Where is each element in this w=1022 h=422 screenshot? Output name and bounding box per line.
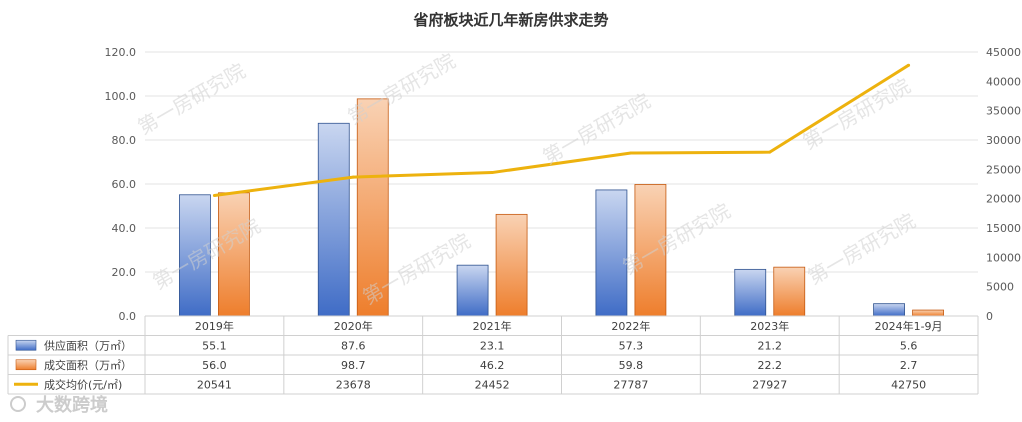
sales-bar (773, 266, 806, 317)
bar-series (179, 98, 944, 317)
right-tick-label: 45000 (986, 46, 1021, 59)
data-label: 56.0 (202, 359, 227, 372)
data-label: 57.3 (619, 339, 644, 352)
price-point (629, 151, 633, 155)
sales-bar (912, 309, 944, 317)
watermark-text: 第一房研究院 (799, 74, 915, 155)
legend-swatch (15, 339, 37, 351)
sales-bar (495, 213, 528, 317)
data-label: 24452 (475, 378, 510, 391)
category-label: 2022年 (611, 319, 650, 333)
left-tick-label: 20.0 (112, 266, 137, 279)
price-point (490, 171, 494, 175)
data-label: 55.1 (202, 339, 227, 352)
data-label: 59.8 (619, 359, 644, 372)
watermark-text: 第一房研究院 (344, 49, 460, 130)
right-tick-label: 15000 (986, 222, 1021, 235)
data-label: 20541 (197, 378, 232, 391)
left-tick-label: 40.0 (112, 222, 137, 235)
category-label: 2019年 (195, 319, 234, 333)
watermark-text: 第一房研究院 (804, 209, 920, 290)
gridlines (145, 51, 978, 317)
supply-bar (456, 264, 489, 317)
supply-bar (595, 189, 628, 317)
price-line (214, 63, 910, 197)
data-label: 87.6 (341, 339, 366, 352)
price-point (907, 63, 911, 67)
legend-swatch (15, 359, 37, 371)
right-tick-label: 25000 (986, 163, 1021, 176)
right-tick-label: 35000 (986, 105, 1021, 118)
data-label: 23678 (336, 378, 371, 391)
data-label: 42750 (891, 378, 926, 391)
supply-bar (873, 303, 905, 317)
right-tick-label: 10000 (986, 251, 1021, 264)
line-series (212, 63, 911, 197)
left-axis: 0.0 20.0 40.0 60.0 80.0 100.0 120.0 (105, 46, 137, 323)
category-label: 2020年 (334, 319, 373, 333)
category-label: 2024年1-9月 (875, 319, 943, 333)
chart-title: 省府板块近几年新房供求走势 (412, 11, 608, 29)
data-label: 21.2 (758, 339, 783, 352)
series-name: 供应面积（万㎡） (44, 338, 132, 352)
left-tick-label: 100.0 (105, 90, 137, 103)
supply-bar (734, 268, 767, 317)
data-label: 27787 (613, 378, 648, 391)
price-point (351, 175, 355, 179)
sales-bar (634, 184, 667, 317)
series-name: 成交面积（万㎡） (44, 358, 132, 372)
data-label: 2.7 (900, 359, 918, 372)
data-label: 23.1 (480, 339, 505, 352)
left-tick-label: 80.0 (112, 134, 137, 147)
watermark-text: 第一房研究院 (134, 59, 250, 140)
data-table: 2019年 2020年 2021年 2022年 2023年 2024年1-9月供应面积（万… (7, 315, 979, 395)
category-label: 2023年 (750, 319, 789, 333)
data-label: 98.7 (341, 359, 366, 372)
price-point (212, 193, 216, 197)
data-label: 27927 (752, 378, 787, 391)
right-axis: 0 5000 10000 15000 20000 25000 30000 35000 40000… (986, 46, 1021, 323)
left-tick-label: 60.0 (112, 178, 137, 191)
price-point (768, 150, 772, 154)
left-tick-label: 0.0 (119, 310, 137, 323)
right-tick-label: 0 (986, 310, 993, 323)
sales-bar (356, 98, 389, 317)
category-label: 2021年 (473, 319, 512, 333)
sales-bar (218, 192, 250, 317)
right-tick-label: 20000 (986, 193, 1021, 206)
left-tick-label: 120.0 (105, 46, 137, 59)
data-label: 46.2 (480, 359, 505, 372)
right-tick-label: 30000 (986, 134, 1021, 147)
logo: 大数跨境 (10, 394, 108, 416)
data-label: 5.6 (900, 339, 918, 352)
right-tick-label: 40000 (986, 75, 1021, 88)
series-name: 成交均价(元/㎡) (44, 377, 122, 391)
supply-bar (317, 122, 350, 317)
right-tick-label: 5000 (986, 281, 1014, 294)
logo-text: 大数跨境 (36, 394, 108, 416)
logo-icon (10, 396, 26, 412)
data-label: 22.2 (758, 359, 783, 372)
